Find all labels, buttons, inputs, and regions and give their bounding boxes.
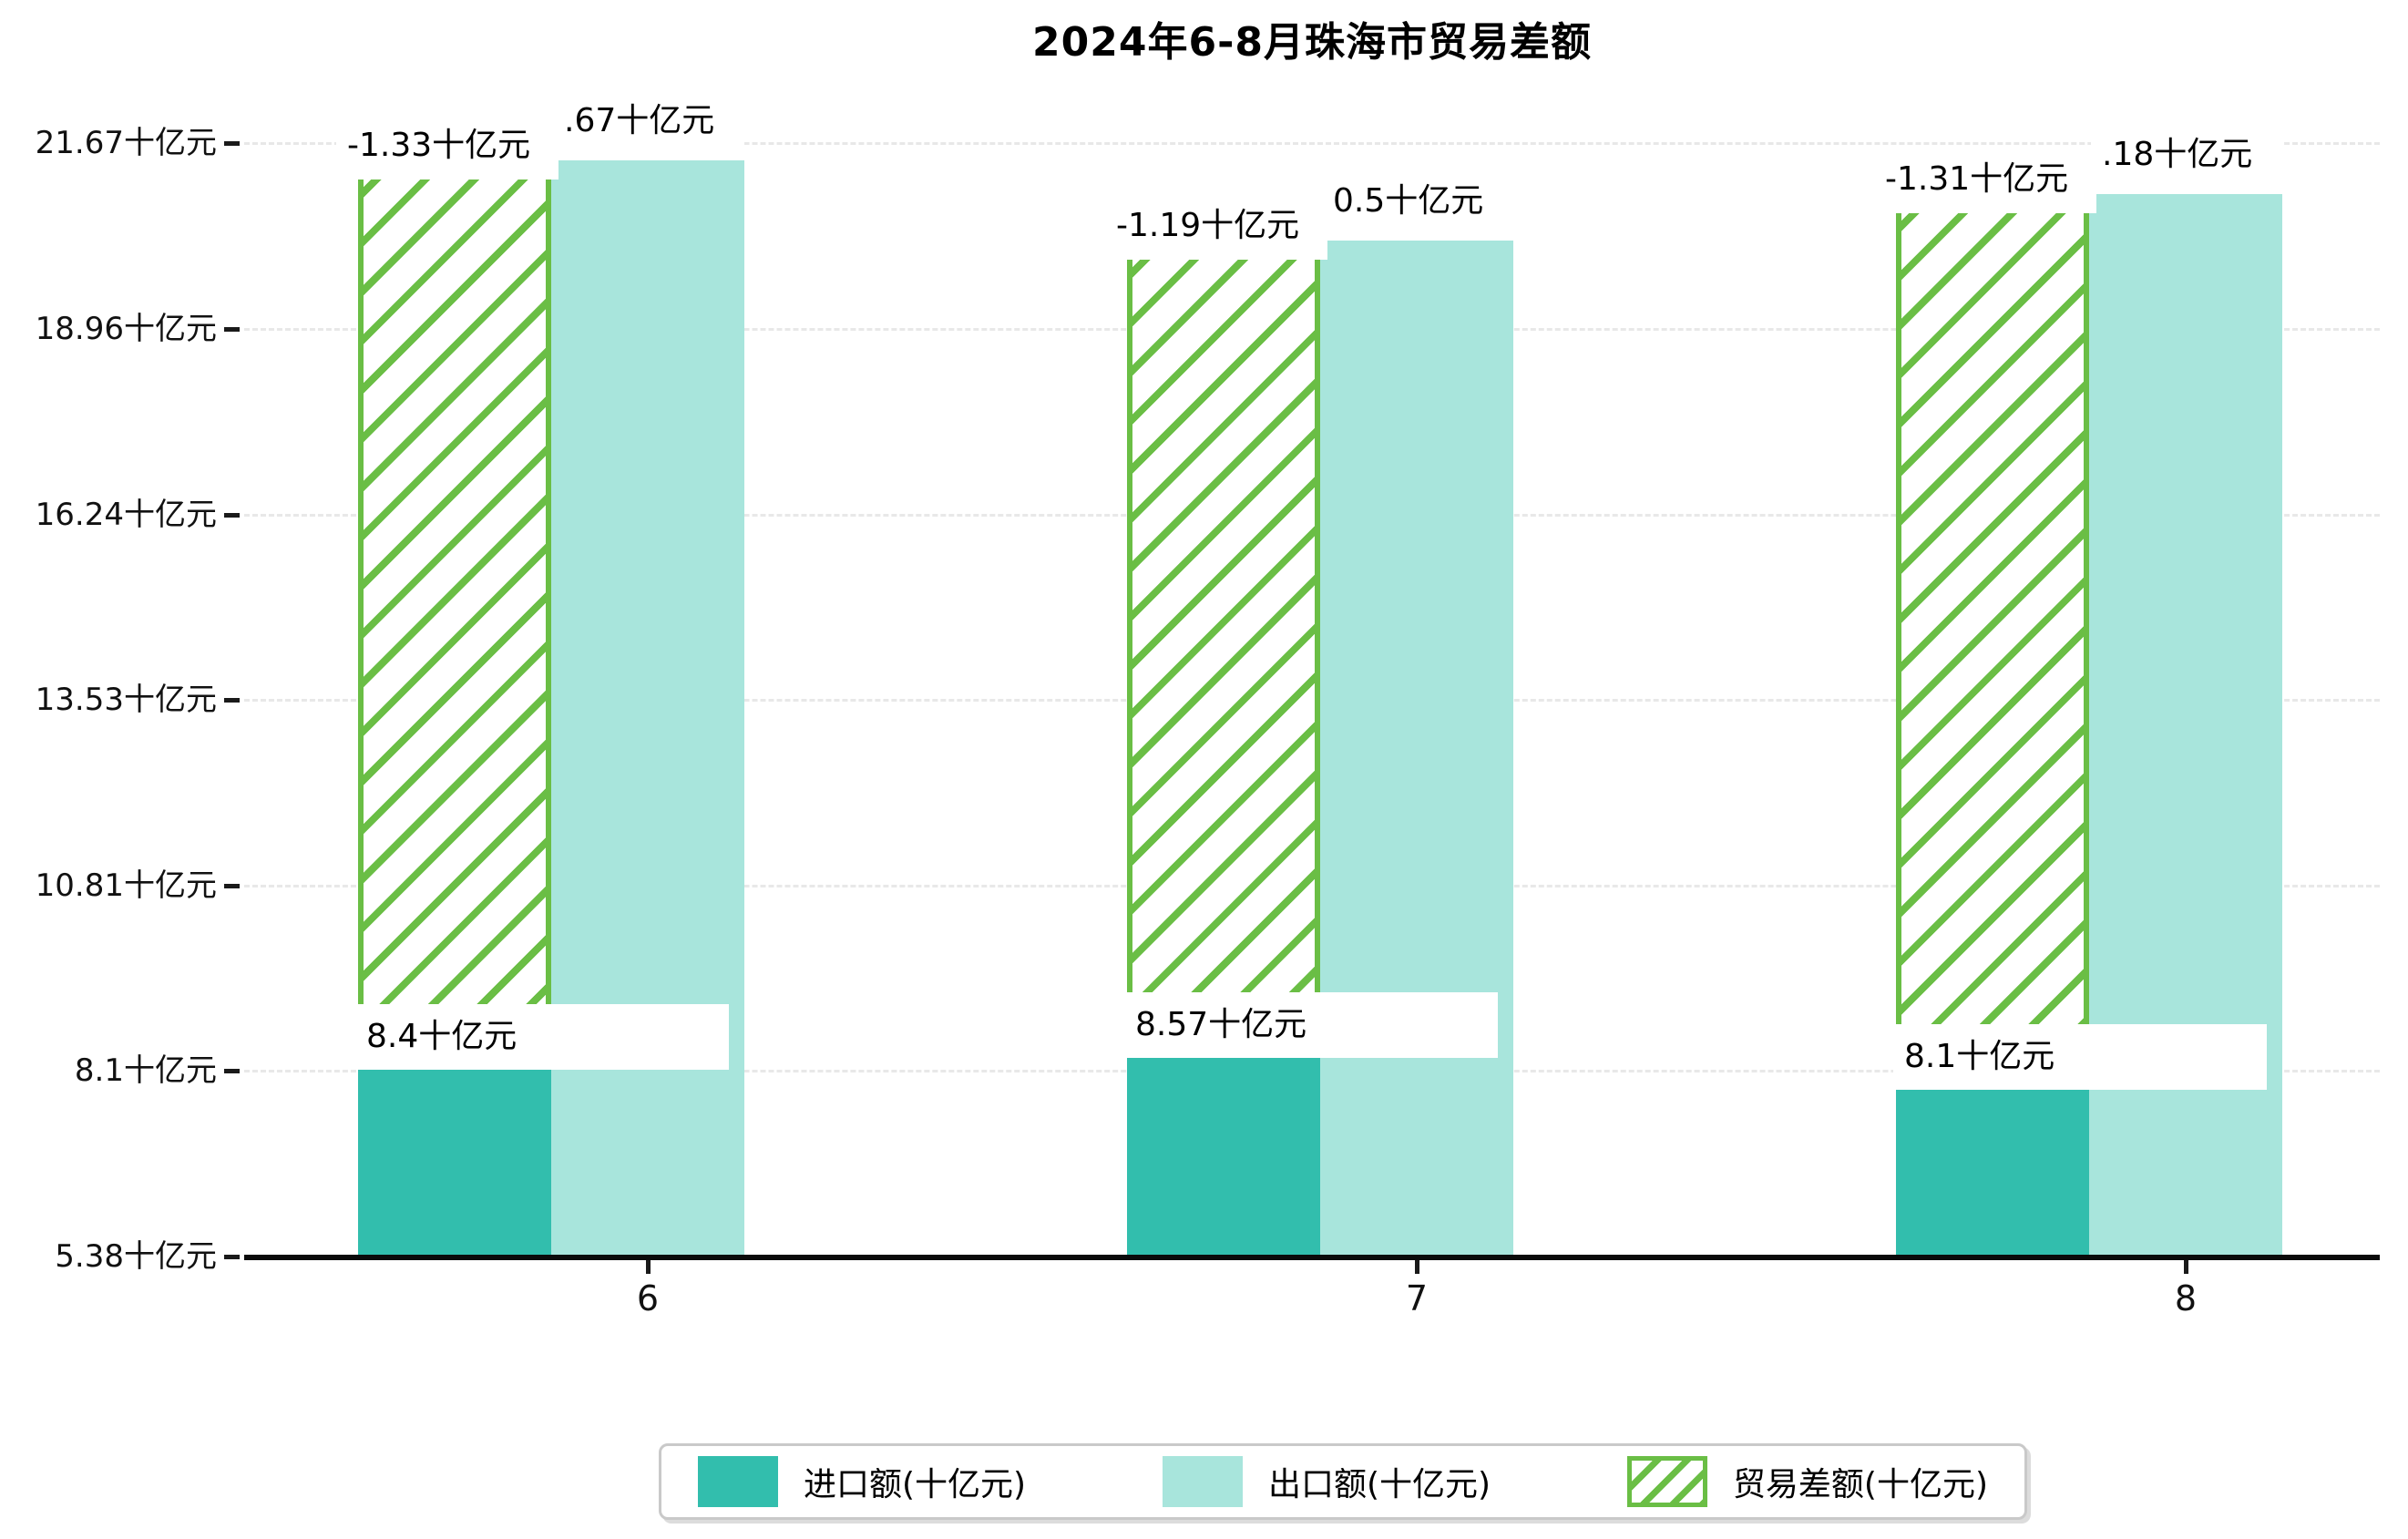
export-value-label-7: 0.5十亿元 (1322, 165, 1513, 241)
y-tick-label: 18.96十亿元 (35, 310, 217, 347)
y-tick-mark (224, 1255, 240, 1259)
y-tick-mark (224, 1069, 240, 1073)
x-axis-line (244, 1255, 2380, 1260)
legend: 进口额(十亿元) 出口额(十亿元) 贸易差额(十亿元) (659, 1443, 2027, 1520)
x-tick-label-7: 7 (1405, 1278, 1429, 1318)
import-value-label-6-text: 8.4十亿元 (366, 1017, 517, 1055)
export-value-label-6-text: .67十亿元 (564, 102, 715, 140)
legend-item-imports: 进口额(十亿元) (698, 1456, 1026, 1507)
legend-item-balance: 贸易差额(十亿元) (1626, 1456, 1988, 1507)
import-value-label-8: 8.1十亿元 (1893, 1024, 2267, 1090)
export-bar-7 (1320, 223, 1513, 1257)
balance-bar-7 (1127, 223, 1320, 1044)
export-bar-6 (551, 143, 744, 1257)
legend-label-imports: 进口额(十亿元) (804, 1466, 1027, 1503)
exports-swatch-icon (1162, 1456, 1243, 1507)
balance-value-label-8: -1.31十亿元 (1874, 146, 2096, 213)
y-tick-mark (224, 697, 240, 703)
export-value-label-7-text: 0.5十亿元 (1333, 182, 1484, 220)
y-tick-label: 16.24十亿元 (35, 496, 217, 533)
export-value-label-8: .18十亿元 (2091, 118, 2282, 194)
export-value-label-6: .67十亿元 (553, 85, 744, 161)
y-tick-mark (224, 512, 240, 518)
import-bar-6 (358, 1050, 551, 1257)
import-value-label-7: 8.57十亿元 (1124, 991, 1498, 1058)
x-tick-label-8: 8 (2174, 1278, 2198, 1318)
chart-title: 2024年6-8月珠海市贸易差额 (1032, 19, 1592, 66)
x-tick-mark (1415, 1260, 1419, 1274)
y-tick-label: 8.1十亿元 (74, 1052, 217, 1089)
import-value-label-7-text: 8.57十亿元 (1135, 1005, 1307, 1043)
y-tick-label: 21.67十亿元 (35, 125, 217, 162)
y-tick-mark (224, 141, 240, 147)
y-tick-mark (224, 883, 240, 888)
import-value-label-8-text: 8.1十亿元 (1904, 1038, 2055, 1075)
x-tick-mark (646, 1260, 651, 1274)
legend-label-balance: 贸易差额(十亿元) (1732, 1466, 1988, 1503)
x-tick-mark (2184, 1260, 2188, 1274)
legend-label-exports: 出口额(十亿元) (1267, 1466, 1491, 1503)
balance-swatch-icon (1626, 1456, 1707, 1507)
y-tick-label: 5.38十亿元 (55, 1238, 217, 1275)
import-bar-8 (1896, 1071, 2089, 1257)
balance-value-label-6-text: -1.33十亿元 (347, 127, 531, 165)
balance-value-label-7: -1.19十亿元 (1105, 192, 1327, 260)
balance-value-label-6: -1.33十亿元 (336, 112, 558, 180)
y-tick-label: 10.81十亿元 (35, 867, 217, 904)
balance-bar-6 (358, 143, 551, 1056)
export-bar-8 (2089, 177, 2282, 1257)
import-value-label-6: 8.4十亿元 (355, 1003, 729, 1070)
y-tick-label: 13.53十亿元 (35, 681, 217, 718)
x-tick-label-6: 6 (636, 1278, 660, 1318)
imports-swatch-icon (698, 1456, 778, 1507)
y-tick-mark (224, 326, 240, 332)
balance-value-label-8-text: -1.31十亿元 (1885, 160, 2069, 198)
balance-value-label-7-text: -1.19十亿元 (1116, 207, 1300, 244)
grid-line (244, 142, 2380, 146)
legend-item-exports: 出口额(十亿元) (1162, 1456, 1491, 1507)
export-value-label-8-text: .18十亿元 (2102, 136, 2253, 173)
balance-bar-8 (1896, 177, 2089, 1076)
import-bar-7 (1127, 1038, 1320, 1257)
